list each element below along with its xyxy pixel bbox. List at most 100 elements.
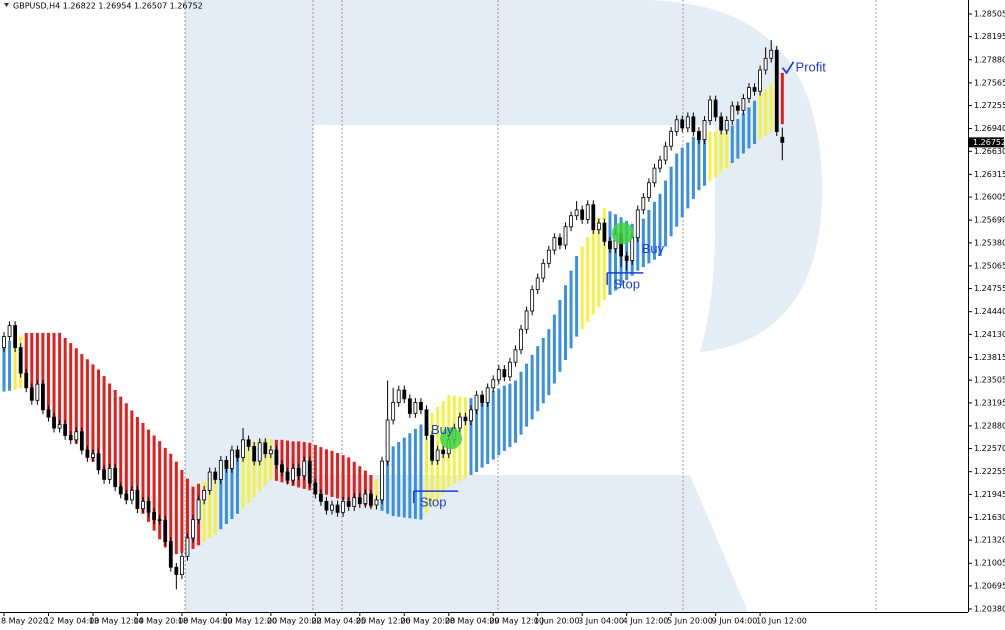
y-tick-label: 1.26940	[974, 124, 1005, 133]
candle-body	[596, 222, 601, 231]
candle-body	[268, 449, 273, 455]
y-tick-label: 1.28195	[974, 32, 1005, 41]
candle-body	[652, 167, 657, 184]
candle-body	[669, 131, 674, 147]
candle-body	[241, 439, 245, 458]
candle-body	[118, 486, 123, 495]
y-tick-label: 1.23815	[974, 353, 1005, 362]
candle-body	[680, 119, 685, 129]
candle-body	[207, 471, 212, 491]
candle-body	[413, 402, 418, 414]
candle-body	[630, 237, 635, 261]
candle-body	[602, 222, 607, 242]
candle-body	[57, 424, 62, 429]
candle-body	[519, 328, 523, 351]
candle-body	[558, 237, 562, 246]
candle-body	[691, 116, 696, 132]
candle-body	[218, 459, 223, 480]
buy-label: Buy	[431, 422, 454, 437]
candle-body	[257, 442, 262, 462]
candle-body	[535, 277, 540, 291]
candle-body	[41, 383, 45, 411]
candle-body	[352, 497, 357, 507]
y-tick-label: 1.21320	[974, 536, 1005, 545]
candle-body	[646, 182, 651, 198]
candle-body	[374, 499, 379, 506]
x-tick-label: 1 Jun 20:00	[534, 617, 580, 626]
candle-body	[146, 500, 151, 513]
y-tick-label: 1.21945	[974, 490, 1005, 499]
candle-body	[341, 500, 346, 513]
candle-body	[79, 431, 84, 451]
candle-body	[713, 99, 718, 118]
buy-marker	[439, 427, 462, 450]
candle-body	[357, 497, 362, 504]
y-tick-label: 1.28505	[974, 9, 1005, 18]
buy-marker	[611, 222, 634, 245]
chart-title: GBPUSD,H4 1.26822 1.26954 1.26507 1.2675…	[13, 2, 203, 11]
y-tick-label: 1.27880	[974, 55, 1005, 64]
y-tick-label: 1.26315	[974, 170, 1005, 179]
x-tick-label: 25 May 12:00	[356, 617, 411, 626]
candle-body	[163, 519, 168, 543]
y-tick-label: 1.25065	[974, 261, 1005, 270]
x-tick-label: 12 May 04:00	[44, 617, 99, 626]
candle-body	[280, 464, 284, 473]
candle-body	[635, 209, 640, 239]
y-tick-label: 1.24755	[974, 284, 1005, 293]
x-tick-label: 20 May 20:00	[267, 617, 322, 626]
candle-body	[496, 369, 501, 381]
candle-body	[129, 489, 134, 501]
candle-body	[68, 435, 73, 441]
annotations: Buy Buy Stop Stop Profit	[412, 59, 826, 510]
y-tick-label: 1.21005	[974, 559, 1005, 568]
candle-body	[457, 416, 462, 429]
candle-body	[624, 255, 629, 261]
candle-body	[735, 105, 740, 111]
candle-body	[758, 69, 762, 92]
candle-body	[380, 460, 384, 501]
candle-body	[763, 57, 768, 71]
x-tick-label: 14 May 20:00	[133, 617, 188, 626]
candle-body	[513, 349, 518, 363]
y-tick-label: 1.23195	[974, 398, 1005, 407]
candle-body	[702, 120, 707, 140]
candle-body	[674, 119, 679, 132]
x-tick-label: 26 May 20:00	[400, 617, 455, 626]
candle-body	[313, 482, 318, 495]
watermark	[185, 0, 822, 612]
candle-body	[346, 500, 351, 507]
axes: 1.28505 1.28195 1.27880 1.27565 1.27255 1.269…	[1, 9, 1005, 625]
candle-body	[569, 215, 573, 228]
stop-label: Stop	[613, 276, 640, 291]
candle-body	[502, 369, 507, 378]
candle-body	[174, 566, 179, 575]
y-tick-label: 1.21630	[974, 513, 1005, 522]
last-price-label: 1.26752	[973, 138, 1005, 147]
candle-body	[491, 379, 496, 389]
candle-body	[202, 489, 207, 501]
candle-body	[552, 237, 557, 251]
candle-body	[285, 471, 290, 481]
candle-body	[274, 449, 279, 466]
candle-body	[752, 87, 757, 92]
candle-body	[591, 204, 596, 231]
stop-label: Stop	[420, 495, 447, 510]
candles	[2, 39, 785, 590]
candle-body	[530, 289, 535, 312]
indicator-band	[2, 72, 784, 557]
candle-body	[35, 383, 40, 401]
candle-body	[480, 394, 485, 403]
candle-body	[91, 453, 95, 458]
candle-body	[296, 467, 301, 477]
y-tick-label: 1.22570	[974, 444, 1005, 453]
candle-body	[391, 402, 396, 421]
candle-body	[747, 87, 751, 99]
y-tick-label: 1.22880	[974, 421, 1005, 430]
y-tick-label: 1.26005	[974, 193, 1005, 202]
candle-body	[213, 471, 218, 480]
candle-body	[430, 435, 434, 461]
y-tick-label: 1.24440	[974, 307, 1005, 316]
candle-body	[135, 489, 140, 510]
